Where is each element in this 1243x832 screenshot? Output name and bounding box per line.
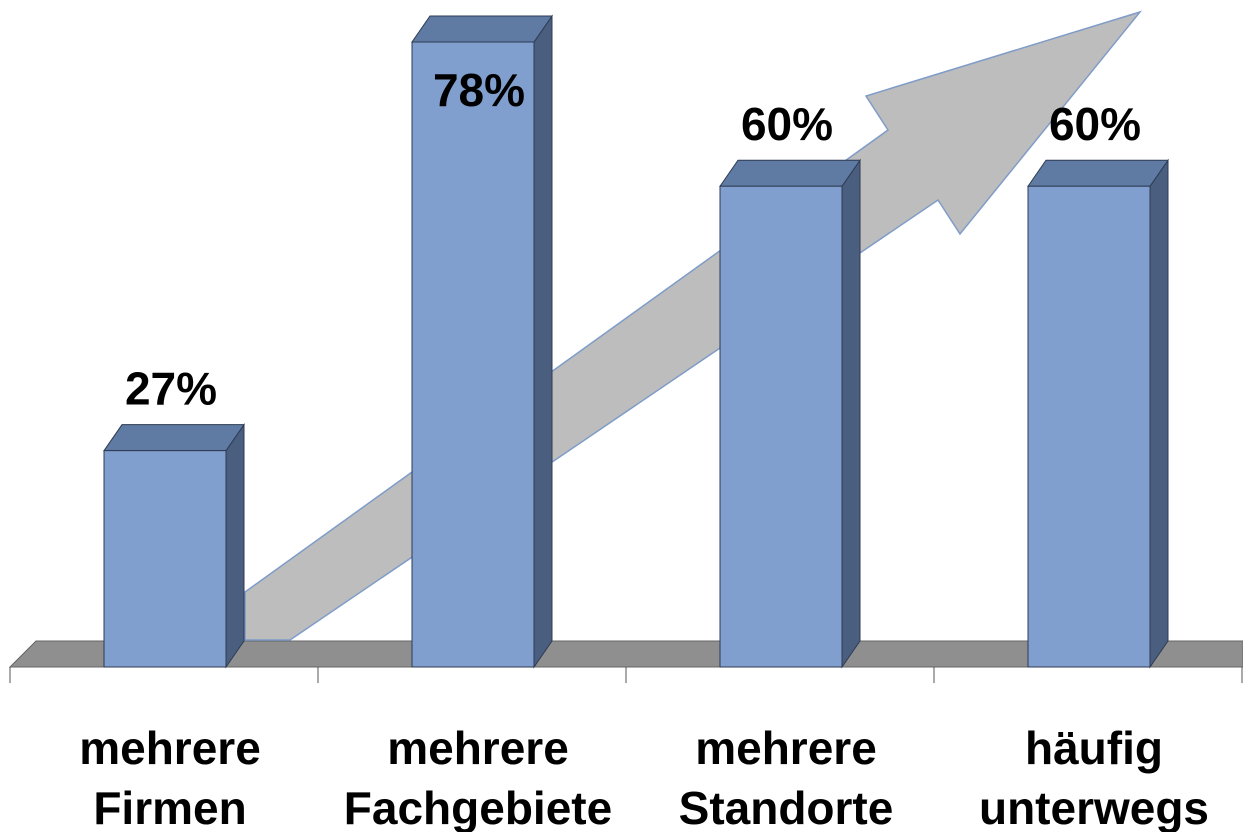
bar-top-face — [103, 424, 245, 452]
bar-front-face — [411, 41, 535, 668]
category-label: mehrere — [695, 722, 877, 774]
bar-top-face — [411, 15, 553, 43]
data-label: 60% — [1049, 98, 1141, 150]
bar — [719, 158, 861, 669]
trend-arrow — [244, 10, 1143, 641]
bar-front-face — [103, 450, 227, 668]
data-label: 78% — [433, 64, 525, 116]
bar-side-face — [841, 158, 861, 669]
bar-top-face — [719, 159, 861, 187]
bar-front-face — [719, 185, 843, 668]
bar — [1027, 158, 1169, 669]
category-label: Standorte — [679, 782, 894, 832]
data-label: 27% — [125, 363, 217, 415]
category-label: mehrere — [79, 722, 261, 774]
bar-side-face — [533, 14, 553, 669]
bar — [103, 423, 245, 669]
bar-top-face — [1027, 159, 1169, 187]
bar-front-face — [1027, 185, 1151, 668]
bar — [411, 14, 553, 669]
data-label: 60% — [741, 98, 833, 150]
category-label: häufig — [1025, 722, 1163, 774]
bar-side-face — [1149, 158, 1169, 669]
category-label: Fachgebiete — [344, 782, 612, 832]
bar-side-face — [225, 423, 245, 669]
category-label: mehrere — [387, 722, 569, 774]
category-label: Firmen — [93, 782, 246, 832]
category-label: unterwegs — [979, 782, 1209, 832]
